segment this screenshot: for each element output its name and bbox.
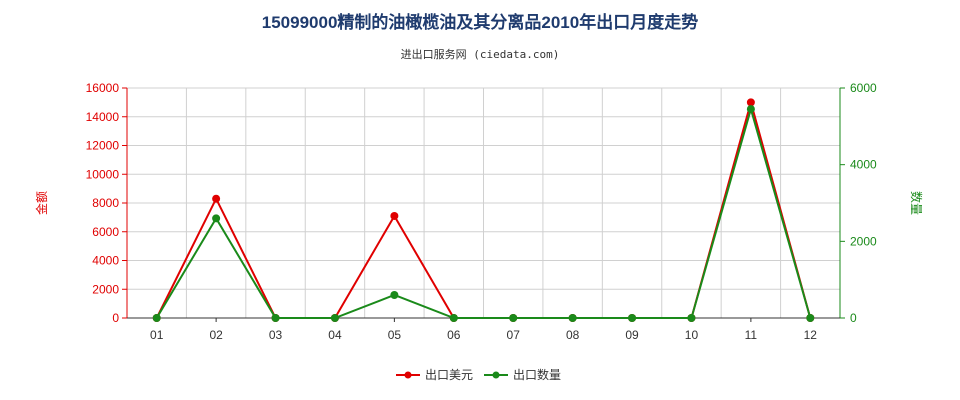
legend-marker-usd xyxy=(404,371,412,379)
data-point xyxy=(509,314,518,322)
series-layer xyxy=(152,98,815,322)
y-tick-label: 8000 xyxy=(92,196,119,210)
data-point xyxy=(212,194,221,203)
x-tick-label: 06 xyxy=(447,328,461,342)
x-tick-label: 04 xyxy=(328,328,342,342)
data-point xyxy=(806,314,815,322)
x-tick-label: 03 xyxy=(269,328,283,342)
y-tick-label: 10000 xyxy=(86,167,120,181)
legend-item-usd: 出口美元 xyxy=(396,368,473,382)
data-point xyxy=(152,314,161,322)
data-point xyxy=(746,98,755,107)
y-tick-label: 14000 xyxy=(86,110,120,124)
x-tick-label: 12 xyxy=(804,328,818,342)
x-tick-label: 07 xyxy=(507,328,521,342)
y2-axis-label: 数量 xyxy=(909,191,924,215)
legend: 出口美元 出口数量 xyxy=(396,367,561,382)
data-point xyxy=(330,314,339,322)
y-tick-label: 4000 xyxy=(92,254,119,268)
data-point xyxy=(390,211,399,220)
data-point xyxy=(449,314,458,322)
legend-item-qty: 出口数量 xyxy=(484,367,561,382)
y2-tick-label: 0 xyxy=(850,311,857,325)
data-point xyxy=(271,314,280,322)
y-tick-label: 6000 xyxy=(92,225,119,239)
y-axis-label: 金额 xyxy=(34,191,49,215)
x-tick-label: 01 xyxy=(150,328,164,342)
data-point xyxy=(628,314,637,322)
grid xyxy=(126,87,841,319)
x-tick-label: 08 xyxy=(566,328,580,342)
data-point xyxy=(390,291,399,299)
y-tick-label: 12000 xyxy=(86,139,120,153)
y2-tick-label: 2000 xyxy=(850,234,877,248)
legend-marker-qty xyxy=(492,371,500,379)
axes: 0200040006000800010000120001400016000020… xyxy=(86,81,877,342)
x-tick-label: 05 xyxy=(388,328,402,342)
y2-tick-label: 6000 xyxy=(850,81,877,95)
y-tick-label: 0 xyxy=(112,311,119,325)
x-tick-label: 11 xyxy=(745,328,758,342)
y-tick-label: 16000 xyxy=(86,81,120,95)
chart-title: 15099000精制的油橄榄油及其分离品2010年出口月度走势 xyxy=(261,13,699,32)
data-point xyxy=(212,214,221,223)
data-point xyxy=(687,314,696,322)
x-tick-label: 09 xyxy=(625,328,639,342)
x-tick-label: 02 xyxy=(209,328,223,342)
y2-tick-label: 4000 xyxy=(850,158,877,172)
data-point xyxy=(746,105,755,114)
x-tick-label: 10 xyxy=(685,328,699,342)
y-tick-label: 2000 xyxy=(92,282,119,296)
legend-label-qty: 出口数量 xyxy=(513,367,561,382)
legend-label-usd: 出口美元 xyxy=(425,368,473,382)
data-point xyxy=(568,314,577,322)
chart-subtitle: 进出口服务网 (ciedata.com) xyxy=(400,48,560,61)
series-line-1 xyxy=(155,105,812,319)
